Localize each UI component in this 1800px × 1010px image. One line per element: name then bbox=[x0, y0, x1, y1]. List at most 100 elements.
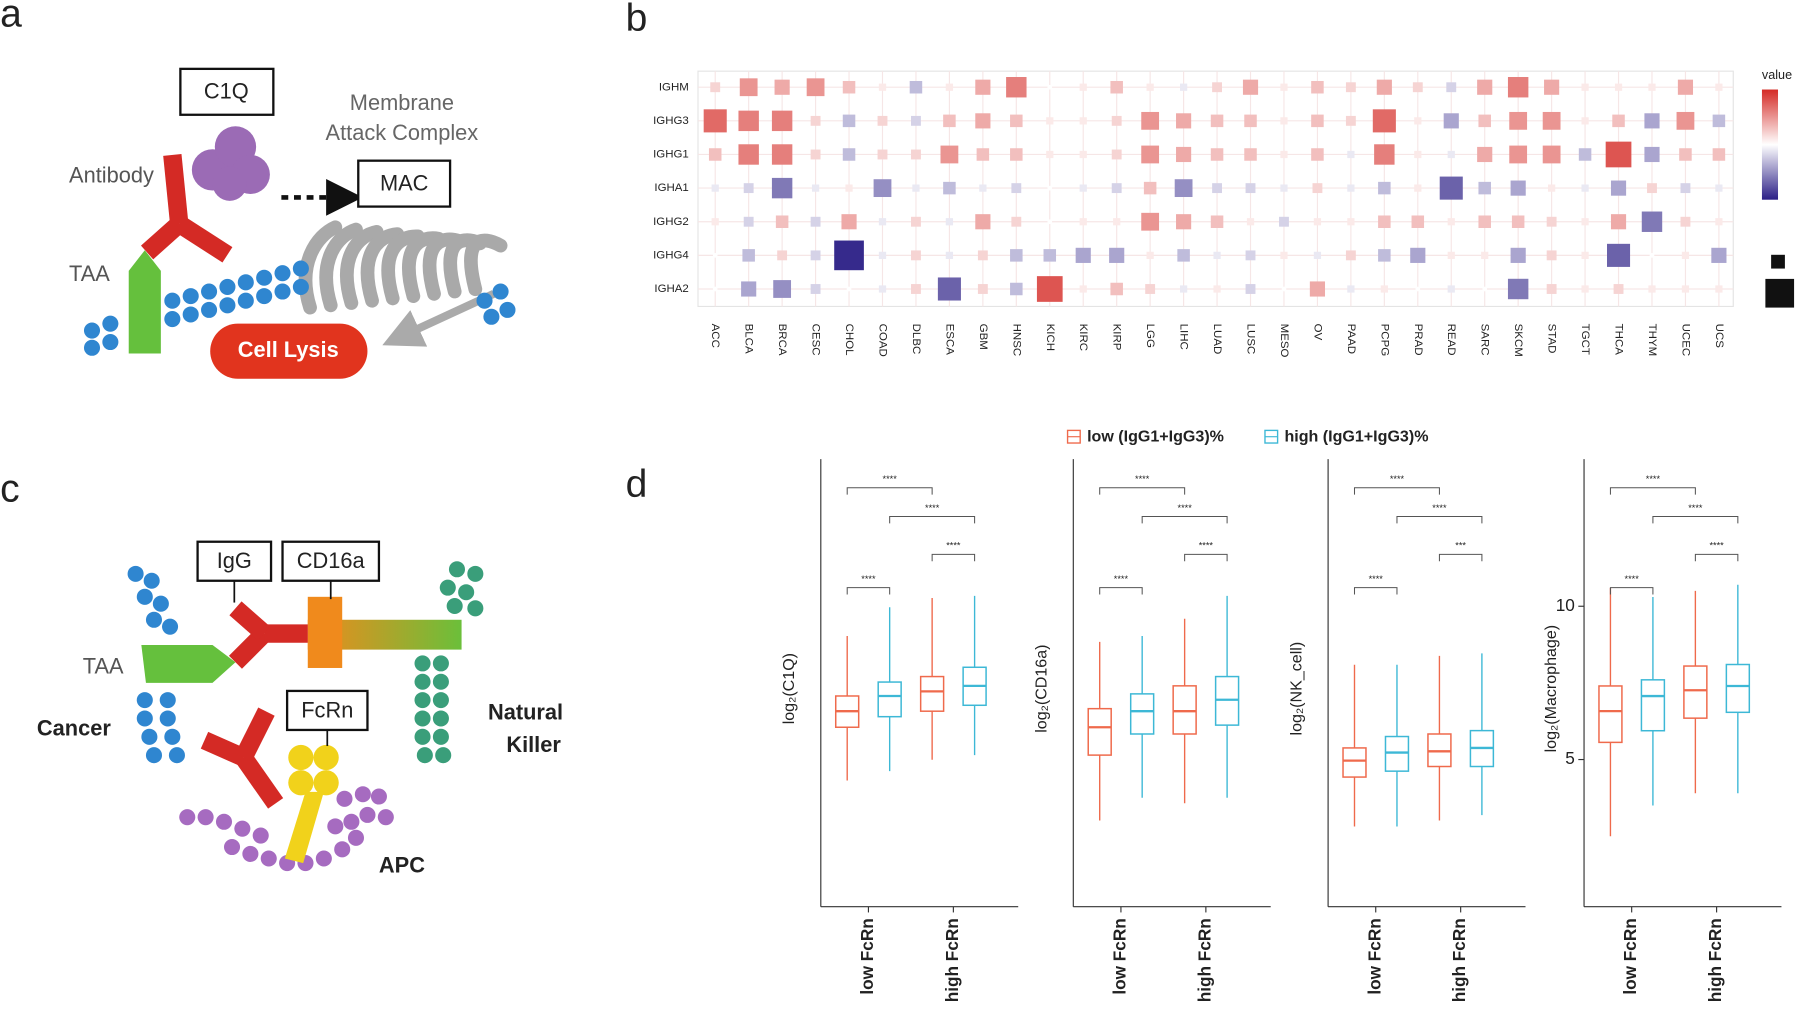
heatmap-cell bbox=[1345, 250, 1356, 261]
significance-label: **** bbox=[1177, 503, 1192, 513]
heatmap-cell bbox=[834, 240, 864, 271]
column-label: SKCM bbox=[1512, 324, 1524, 357]
heatmap-cell bbox=[1047, 219, 1053, 225]
heatmap-cell bbox=[878, 83, 887, 91]
heatmap-cell bbox=[1146, 251, 1154, 259]
cell-dot bbox=[83, 322, 101, 339]
column-label: CESC bbox=[810, 324, 822, 356]
heatmap-cell bbox=[1542, 111, 1561, 130]
cell-dot bbox=[215, 813, 233, 830]
cell-dot bbox=[432, 673, 449, 690]
heatmap-cell bbox=[1179, 285, 1188, 293]
heatmap-cell bbox=[1648, 285, 1656, 293]
significance-label: **** bbox=[946, 541, 961, 551]
heatmap-cell bbox=[1477, 79, 1493, 95]
significance-bracket bbox=[1353, 587, 1398, 595]
cd16a-shape bbox=[307, 596, 343, 668]
heatmap-cell bbox=[1415, 286, 1421, 292]
heatmap-cell bbox=[1376, 79, 1392, 95]
cell-dot bbox=[414, 692, 431, 709]
heatmap-cell bbox=[1109, 247, 1125, 263]
cell-dot bbox=[252, 827, 269, 844]
significance-label: **** bbox=[1135, 474, 1150, 484]
apc-label: APC bbox=[379, 852, 425, 877]
heatmap-cell bbox=[1111, 115, 1122, 126]
significance-label: **** bbox=[1369, 574, 1384, 584]
heatmap-cell bbox=[774, 79, 790, 95]
box bbox=[1598, 685, 1623, 744]
heatmap-cell bbox=[1176, 113, 1192, 129]
significance-bracket bbox=[846, 487, 933, 495]
mac-shape bbox=[298, 220, 508, 315]
heatmap-cell bbox=[979, 184, 987, 192]
heatmap-cell bbox=[742, 249, 755, 262]
cell-dot bbox=[347, 829, 365, 846]
label-box bbox=[281, 540, 381, 582]
cell-dot bbox=[435, 747, 452, 764]
heatmap-cell bbox=[1141, 145, 1160, 164]
heatmap-cell bbox=[1680, 183, 1691, 194]
significance-label: **** bbox=[1646, 474, 1661, 484]
heatmap-cell bbox=[1610, 214, 1627, 230]
heatmap-cell bbox=[1075, 247, 1091, 263]
cell-dot bbox=[145, 611, 163, 628]
significance-bracket bbox=[846, 587, 891, 595]
heatmap-cell bbox=[1677, 79, 1694, 95]
y-tick-label: 10 bbox=[1556, 595, 1575, 615]
heatmap-cell bbox=[911, 149, 921, 160]
cell-dot bbox=[242, 845, 259, 862]
heatmap-cell bbox=[1047, 185, 1053, 191]
cell-dot bbox=[136, 692, 153, 709]
cell-dot bbox=[414, 655, 431, 672]
heatmap-cell bbox=[1649, 253, 1655, 258]
heatmap-cell bbox=[1179, 83, 1188, 91]
heatmap-cell bbox=[1447, 251, 1455, 259]
heatmap-cell bbox=[1079, 117, 1087, 125]
colorbar bbox=[1761, 89, 1779, 200]
heatmap-cell bbox=[845, 184, 853, 192]
heatmap-cell bbox=[912, 184, 920, 192]
column-label: KICH bbox=[1044, 324, 1056, 351]
heatmap-cell bbox=[1546, 216, 1557, 227]
column-label: ESCA bbox=[943, 324, 955, 356]
heatmap-cell bbox=[940, 145, 959, 164]
heatmap-cell bbox=[1715, 285, 1723, 293]
column-label: CHOL bbox=[843, 324, 855, 356]
taa-label: TAA bbox=[83, 654, 124, 679]
charts: IGHM IGHG3 IGHG1 IGHA1 IGHG2 IGHG4 IGHA2 ACC BLC… bbox=[653, 68, 1795, 1002]
significance-bracket bbox=[1609, 587, 1654, 595]
column-label: UCS bbox=[1713, 324, 1725, 349]
heatmap-cell bbox=[771, 177, 793, 199]
heatmap-cell bbox=[1676, 111, 1695, 130]
significance-bracket bbox=[1099, 587, 1143, 595]
significance-label: **** bbox=[861, 574, 876, 584]
heatmap-cell bbox=[1047, 84, 1053, 90]
heatmap-cell bbox=[712, 253, 718, 258]
heatmap-cell bbox=[1581, 251, 1589, 259]
column-label: OV bbox=[1311, 324, 1323, 341]
heatmap-cell bbox=[1347, 218, 1355, 226]
x-tick-label: high FcRn bbox=[1194, 918, 1214, 1002]
heatmap-cell bbox=[1176, 146, 1192, 163]
fcrn-label: FcRn bbox=[301, 697, 353, 722]
cell-dot bbox=[152, 595, 169, 612]
heatmap-cell bbox=[1510, 247, 1526, 263]
heatmap-cell bbox=[1607, 243, 1631, 267]
x-tick-label: low FcRn bbox=[1364, 918, 1384, 994]
cell-dot bbox=[234, 820, 251, 837]
box bbox=[1342, 747, 1367, 778]
label-box bbox=[285, 689, 369, 732]
cell-dot bbox=[136, 710, 153, 727]
row-label: IGHG1 bbox=[653, 149, 689, 161]
mac-arc bbox=[360, 227, 405, 308]
cell-dot bbox=[127, 565, 144, 582]
heatmap-cell bbox=[1347, 184, 1355, 192]
heatmap-cell bbox=[945, 218, 954, 226]
cell-dot bbox=[164, 728, 181, 745]
heatmap-cell bbox=[911, 115, 921, 126]
heatmap-cell bbox=[739, 78, 758, 97]
heatmap-cell bbox=[1079, 184, 1087, 192]
heatmap-cell bbox=[743, 216, 754, 227]
y-axis-label: log₂(NK_cell) bbox=[1287, 642, 1305, 736]
heatmap-cell bbox=[878, 218, 887, 226]
